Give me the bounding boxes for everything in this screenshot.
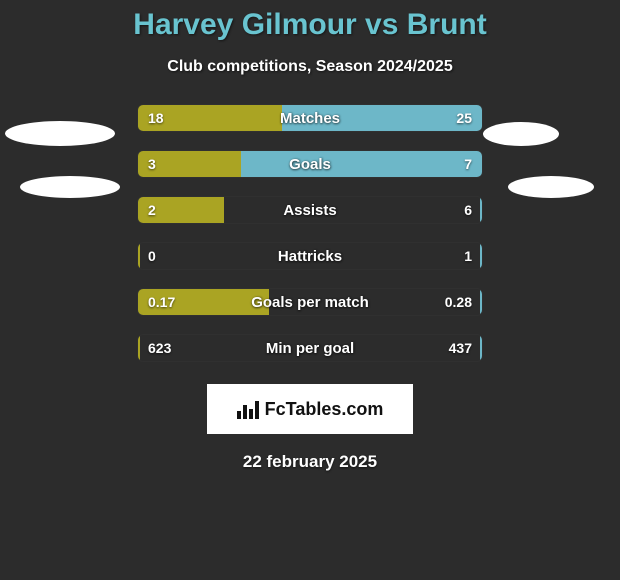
player-left-shape-2 (20, 176, 120, 198)
stat-bar-left (138, 335, 140, 361)
stat-bar-right (241, 151, 482, 177)
stat-bar-left (138, 197, 224, 223)
stat-value-right: 437 (449, 335, 472, 361)
stat-bar-right (480, 335, 482, 361)
stat-row: 623 437Min per goal (137, 334, 483, 362)
stat-bar-right (480, 243, 482, 269)
comparison-infographic: Harvey Gilmour vs Brunt Club competition… (0, 0, 620, 580)
bars-icon (237, 399, 259, 419)
stat-value-left: 0 (148, 243, 156, 269)
snapshot-date: 22 february 2025 (0, 452, 620, 472)
stat-value-left: 623 (148, 335, 171, 361)
player-right-shape-2 (508, 176, 594, 198)
stat-row: 0 1Hattricks (137, 242, 483, 270)
stat-value-right: 0.28 (445, 289, 472, 315)
page-subtitle: Club competitions, Season 2024/2025 (0, 58, 620, 76)
page-title: Harvey Gilmour vs Brunt (0, 0, 620, 42)
stat-bar-right (282, 105, 482, 131)
stat-label: Min per goal (138, 335, 482, 361)
branding-badge: FcTables.com (207, 384, 413, 434)
stat-bar-left (138, 151, 241, 177)
stat-label: Hattricks (138, 243, 482, 269)
chart-area: 1825Matches 37Goals 26Assists 0 1Hattricks 0.… (0, 104, 620, 364)
stat-bar-right (480, 197, 482, 223)
stat-bar-left (138, 243, 140, 269)
stat-bar-left (138, 105, 282, 131)
player-left-shape-1 (5, 121, 115, 146)
stat-bar-right (480, 289, 482, 315)
stat-row: 0.170.28Goals per match (137, 288, 483, 316)
stat-bar-left (138, 289, 269, 315)
stat-row: 26Assists (137, 196, 483, 224)
branding-text: FcTables.com (265, 399, 384, 420)
stat-bars: 1825Matches 37Goals 26Assists 0 1Hattricks 0.… (137, 104, 483, 364)
stat-value-right: 6 (464, 197, 472, 223)
player-right-shape-1 (483, 122, 559, 146)
stat-row: 37Goals (137, 150, 483, 178)
stat-value-right: 1 (464, 243, 472, 269)
stat-row: 1825Matches (137, 104, 483, 132)
